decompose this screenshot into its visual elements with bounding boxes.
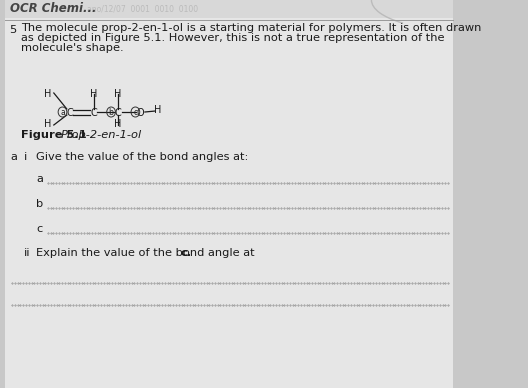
Text: The molecule prop-2-en-1-ol is a starting material for polymers. It is often dra: The molecule prop-2-en-1-ol is a startin… [21, 23, 481, 33]
Text: 5: 5 [8, 25, 16, 35]
Text: a: a [11, 152, 17, 162]
Text: Give the value of the bond angles at:: Give the value of the bond angles at: [36, 152, 249, 162]
FancyBboxPatch shape [5, 0, 453, 18]
Text: OCR Chemi...: OCR Chemi... [11, 2, 97, 15]
Text: Figure 5.1: Figure 5.1 [21, 130, 90, 140]
Text: ii: ii [24, 248, 31, 258]
Text: c.: c. [181, 248, 192, 258]
Text: c: c [36, 224, 43, 234]
Text: H: H [115, 119, 122, 129]
Text: H: H [44, 89, 51, 99]
Text: H: H [154, 105, 162, 115]
Text: a: a [60, 108, 65, 117]
Text: H: H [90, 89, 97, 99]
Text: C: C [90, 108, 97, 118]
Text: molecule's shape.: molecule's shape. [21, 43, 124, 53]
Text: c: c [134, 108, 137, 117]
Text: C: C [115, 108, 121, 118]
FancyBboxPatch shape [5, 0, 453, 388]
Text: H: H [44, 119, 51, 129]
Text: O: O [137, 108, 144, 118]
Text: H: H [115, 89, 122, 99]
Text: as depicted in Figure 5.1. However, this is not a true representation of the: as depicted in Figure 5.1. However, this… [21, 33, 445, 43]
Text: C: C [66, 108, 73, 118]
Text: Explain the value of the bond angle at: Explain the value of the bond angle at [36, 248, 259, 258]
Text: b: b [36, 199, 44, 209]
Text: ano/12/07  0001  0010  0100: ano/12/07 0001 0010 0100 [87, 5, 198, 14]
Text: a: a [36, 174, 43, 184]
Text: Prop-2-en-1-ol: Prop-2-en-1-ol [61, 130, 142, 140]
Text: i: i [24, 152, 27, 162]
Text: b: b [109, 108, 114, 117]
